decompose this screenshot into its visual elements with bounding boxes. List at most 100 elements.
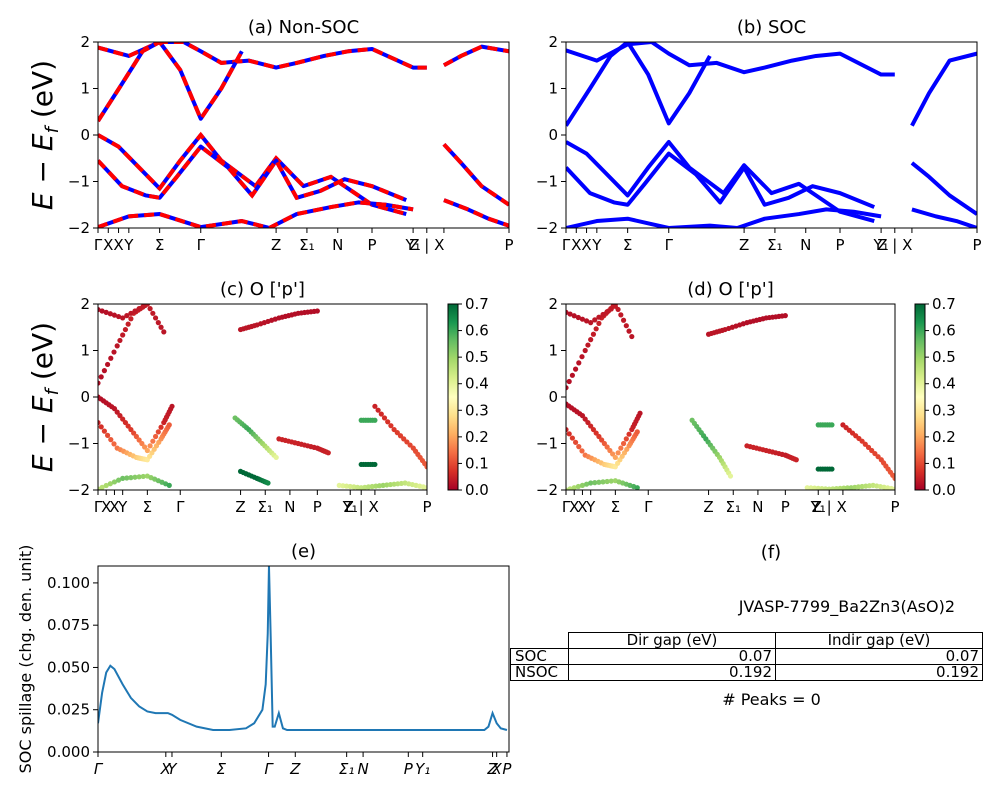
x-tick-label: Γ — [644, 498, 653, 516]
projection-point — [892, 475, 895, 481]
x-tick-label: Γ — [665, 236, 674, 254]
x-tick-label: Y₁ — [810, 498, 826, 516]
projection-point — [150, 438, 156, 444]
x-tick-label: Y — [123, 236, 134, 254]
x-tick-label: Γ — [94, 236, 103, 254]
projection-point — [401, 436, 407, 442]
x-tick-label: Z | X — [812, 498, 847, 516]
colorbar-d: 0.0 0.1 0.2 0.3 0.4 0.5 0.6 0.7 — [914, 295, 956, 499]
projection-point — [575, 483, 581, 490]
x-tick-label: X — [103, 236, 113, 254]
gap-table-cell-indir: 0.07 — [775, 648, 983, 665]
projection-point — [593, 430, 599, 436]
band-line-soc — [910, 161, 977, 216]
projection-point — [114, 409, 120, 415]
projection-point — [155, 429, 161, 435]
projection-point — [124, 313, 130, 319]
x-tick-label: P — [502, 760, 512, 778]
projection-point — [793, 457, 799, 463]
band-line-soc — [911, 207, 977, 228]
projection-point — [111, 312, 118, 318]
projection-point — [623, 436, 629, 442]
projection-point — [101, 428, 107, 434]
projection-point — [139, 440, 145, 447]
x-tick-label: Z | X — [409, 236, 444, 254]
x-tick-label: Γ — [264, 760, 274, 778]
x-tick-label: Σ₁ — [767, 236, 783, 254]
y-tick-label: 0.025 — [47, 701, 90, 719]
projection-point — [590, 426, 597, 433]
x-tick-label: Z — [703, 498, 713, 516]
y-tick-label: −2 — [68, 481, 90, 499]
y-tick-label: 1 — [80, 80, 90, 98]
projection-point — [872, 450, 878, 457]
projection-point — [583, 318, 590, 324]
projection-point — [579, 482, 586, 488]
y-tick-label: 0.000 — [47, 743, 90, 761]
plot-area — [566, 42, 977, 228]
projection-point — [566, 426, 569, 433]
projection-point — [566, 385, 569, 391]
peaks-count: # Peaks = 0 — [722, 690, 821, 709]
x-tick-label: N — [284, 498, 295, 516]
projection-point — [865, 444, 872, 450]
projection-point — [829, 466, 835, 472]
projection-point — [103, 482, 109, 489]
x-tick-label: Σ₁ — [725, 498, 741, 516]
gap-table-header-row: Dir gap (eV) Indir gap (eV) — [511, 632, 983, 649]
colorbar-tick-label: 0.4 — [465, 375, 489, 393]
x-tick-label: Y — [167, 760, 178, 778]
x-tick-label: Z | X — [344, 498, 379, 516]
colorbar-tick-label: 0.1 — [932, 454, 956, 472]
y-tick-label: 0.050 — [47, 658, 90, 676]
x-tick-label: X — [571, 236, 581, 254]
x-tick-label: X — [491, 760, 503, 778]
colorbar-strip — [447, 303, 459, 491]
y-axis-label-unit: (eV) — [26, 60, 59, 127]
panel-f-title: (f) — [761, 542, 781, 563]
y-axis-label-e: E − E — [26, 133, 59, 210]
colorbar-c: 0.0 0.1 0.2 0.3 0.4 0.5 0.6 0.7 — [447, 295, 489, 499]
projection-point — [585, 342, 591, 348]
projection-point — [314, 308, 320, 314]
colorbar-tick-label: 0.2 — [465, 428, 489, 446]
projection-point — [108, 355, 114, 361]
projection-point — [566, 431, 572, 437]
projection-point — [615, 450, 621, 456]
projection-point — [637, 410, 643, 416]
projection-point — [588, 337, 594, 343]
projection-point — [378, 411, 384, 417]
projection-point — [596, 320, 602, 326]
projection-point — [128, 310, 134, 316]
band-line-down — [98, 42, 244, 123]
projection-point — [592, 480, 598, 486]
projection-point — [152, 433, 159, 440]
projection-point — [140, 304, 146, 309]
projection-point — [325, 450, 331, 456]
projection-point — [122, 419, 129, 426]
projection-point — [144, 304, 150, 307]
gap-table-row-label: NSOC — [510, 664, 569, 681]
projection-point — [604, 444, 610, 450]
y-axis-label-sub: f — [42, 386, 63, 395]
x-tick-label: Y — [585, 498, 596, 516]
projection-point — [158, 424, 164, 430]
y-tick-label: 0 — [80, 388, 90, 406]
x-tick-label: X — [160, 760, 172, 778]
projection-point — [727, 473, 734, 479]
projection-point — [829, 422, 835, 428]
projection-point — [892, 486, 895, 490]
projection-point — [372, 403, 378, 409]
projection-point — [634, 429, 640, 435]
projection-point — [114, 343, 120, 349]
projection-point — [862, 441, 868, 447]
y-tick-label: −2 — [536, 219, 558, 237]
projection-point — [98, 374, 104, 380]
gap-table: Dir gap (eV) Indir gap (eV) SOC 0.07 0.0… — [510, 632, 983, 681]
projection-point — [111, 441, 117, 447]
projection-point — [634, 485, 640, 490]
axes-frame — [97, 303, 428, 491]
projection-point — [567, 486, 573, 490]
